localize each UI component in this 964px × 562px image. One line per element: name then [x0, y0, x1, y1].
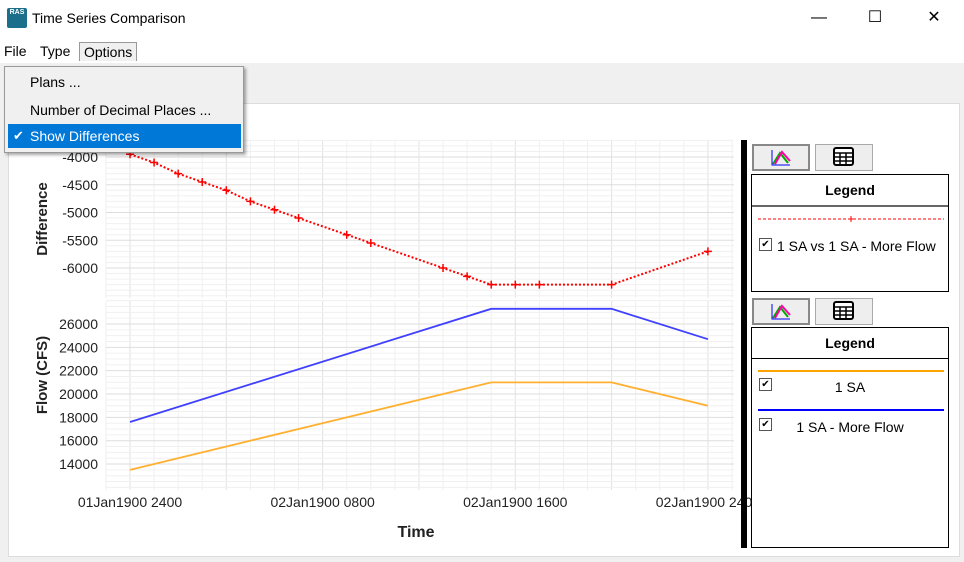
menu-file[interactable]: File — [4, 43, 27, 59]
data-point-marker — [511, 280, 520, 289]
chart-icon — [771, 150, 791, 166]
x-tick-label: 02Jan1900 0800 — [270, 494, 375, 510]
menu-type[interactable]: Type — [40, 43, 71, 59]
plot-view-button-2[interactable] — [752, 298, 810, 325]
window-title: Time Series Comparison — [32, 10, 186, 26]
menu-item-label: Show Differences — [30, 128, 140, 144]
y-tick-label: 22000 — [59, 363, 98, 379]
legend-checkbox-more-flow[interactable]: ✔ — [759, 418, 772, 431]
menu-item-decimal-places[interactable]: Number of Decimal Places ... — [8, 98, 241, 122]
menu-options[interactable]: Options — [79, 42, 138, 61]
chart-icon — [771, 304, 791, 320]
data-point-marker — [246, 197, 255, 206]
legend-line-1sa — [758, 370, 944, 372]
title-bar: RAS Time Series Comparison — ☐ ✕ — [0, 0, 964, 38]
series-line — [129, 381, 709, 471]
y-tick-label: -5000 — [62, 205, 98, 221]
legend-line-more-flow — [758, 409, 944, 411]
x-tick-label: 01Jan1900 2400 — [78, 494, 183, 510]
legend-label: 1 SA — [834, 379, 866, 395]
data-point-marker — [342, 230, 351, 239]
table-view-button[interactable] — [815, 144, 873, 171]
legend-line-difference — [758, 216, 944, 222]
y-axis-label: Difference — [34, 182, 51, 255]
y-tick-label: 16000 — [59, 433, 98, 449]
y-tick-label: 18000 — [59, 409, 98, 425]
menu-bar: File Type Options — [0, 38, 964, 63]
legend-label: 1 SA vs 1 SA - More Flow — [777, 238, 936, 254]
series-line — [129, 153, 709, 286]
legend-title: Legend — [752, 328, 948, 359]
menu-item-plans[interactable]: Plans ... — [8, 70, 241, 94]
data-point-marker — [270, 205, 279, 214]
y-tick-label: -6000 — [62, 260, 98, 276]
y-axis-label: Flow (CFS) — [34, 336, 51, 414]
menu-item-show-differences[interactable]: ✔ Show Differences — [8, 124, 241, 148]
app-icon: RAS — [7, 8, 27, 28]
legend-checkbox-1sa[interactable]: ✔ — [759, 378, 772, 391]
menu-item-label: Number of Decimal Places ... — [30, 102, 212, 118]
data-point-marker — [535, 280, 544, 289]
options-dropdown-menu: Plans ... Number of Decimal Places ... ✔… — [4, 66, 244, 153]
legend-label: 1 SA - More Flow — [796, 419, 904, 435]
table-view-button-2[interactable] — [815, 298, 873, 325]
data-point-marker — [366, 239, 375, 248]
plot-view-button[interactable] — [752, 144, 810, 171]
y-tick-label: -4000 — [62, 149, 98, 165]
check-icon: ✔ — [13, 128, 24, 143]
y-tick-label: 20000 — [59, 386, 98, 402]
legend-checkbox-difference[interactable]: ✔ — [759, 238, 772, 251]
data-point-marker — [607, 280, 616, 289]
data-point-marker — [174, 169, 183, 178]
data-point-marker — [463, 272, 472, 281]
data-point-marker — [222, 186, 231, 195]
legend-title: Legend — [752, 175, 948, 207]
data-point-marker — [198, 177, 207, 186]
x-axis-label: Time — [397, 524, 434, 541]
minimize-button[interactable]: — — [811, 9, 827, 26]
table-icon — [833, 301, 854, 320]
close-button[interactable]: ✕ — [927, 9, 941, 26]
legend-top: Legend ✔ 1 SA vs 1 SA - More Flow — [751, 174, 949, 292]
data-point-marker — [294, 214, 303, 223]
data-point-marker — [439, 264, 448, 272]
legend-bottom: Legend ✔ 1 SA ✔ 1 SA - More Flow — [751, 327, 949, 548]
y-tick-label: -4500 — [62, 177, 98, 193]
x-tick-label: 02Jan1900 1600 — [463, 494, 568, 510]
data-point-marker — [703, 247, 712, 256]
series-line — [129, 307, 709, 423]
menu-item-label: Plans ... — [30, 74, 81, 90]
splitter-bar[interactable] — [741, 140, 747, 548]
data-point-marker — [150, 158, 159, 167]
x-tick-label: 02Jan1900 2400 — [656, 494, 761, 510]
table-icon — [833, 147, 854, 166]
y-tick-label: 24000 — [59, 339, 98, 355]
maximize-button[interactable]: ☐ — [867, 9, 883, 26]
data-point-marker — [487, 280, 496, 289]
y-tick-label: -5500 — [62, 232, 98, 248]
y-tick-label: 26000 — [59, 316, 98, 332]
y-tick-label: 14000 — [59, 456, 98, 472]
